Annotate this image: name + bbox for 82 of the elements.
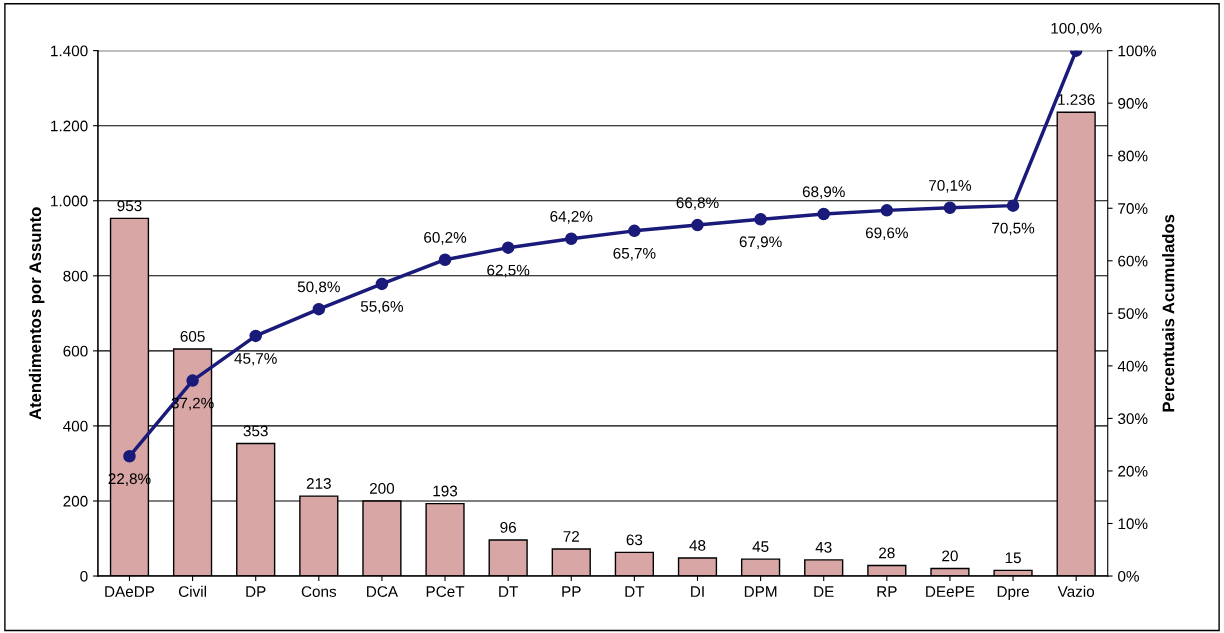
y2-tick-label: 100%	[1118, 45, 1156, 57]
y2-tick-label: 80%	[1118, 150, 1148, 162]
x-tick-label: DP	[246, 586, 266, 597]
data-label: 1.236	[1058, 94, 1095, 105]
data-label: 72	[563, 531, 579, 542]
data-label: 66,8%	[676, 197, 719, 210]
data-label: 60,2%	[424, 232, 467, 245]
y-tick-label: 800	[63, 270, 88, 282]
data-label: 15	[1005, 552, 1021, 564]
x-tick-label: RP	[877, 586, 897, 597]
y-axis-title: Atendimentos por Assunto	[28, 207, 45, 420]
x-tick-label: Dpre	[997, 586, 1029, 600]
y-tick-label: 400	[63, 420, 88, 432]
y2-axis-title: Percentuais Acumulados	[1162, 214, 1175, 412]
point	[375, 277, 389, 291]
data-label: 605	[180, 330, 205, 342]
y2-tick-label: 0%	[1118, 570, 1139, 582]
point	[1006, 199, 1020, 212]
data-label: 45	[752, 541, 769, 552]
data-label: 353	[243, 425, 268, 437]
x-tick-label: Cons	[301, 586, 337, 597]
point	[880, 204, 894, 217]
point	[312, 302, 326, 316]
y-tick-label: 600	[63, 345, 88, 357]
data-label: 193	[433, 485, 458, 497]
point	[123, 449, 136, 463]
point	[186, 374, 199, 387]
y2-tick-label: 90%	[1118, 98, 1148, 109]
data-label: 213	[306, 478, 331, 489]
y2-tick-label: 20%	[1118, 465, 1148, 477]
data-label: 28	[879, 547, 895, 559]
x-tick-label: PP	[562, 586, 581, 597]
y2-tick-label: 60%	[1118, 255, 1148, 267]
data-label: 70,1%	[929, 180, 972, 193]
x-tick-label: DE	[814, 586, 834, 597]
x-tick-label: DEePE	[926, 586, 975, 597]
point	[565, 232, 578, 245]
y-tick-label: 0	[80, 570, 88, 582]
x-tick-label: Civil	[178, 585, 206, 597]
data-label: 63	[626, 534, 643, 546]
point	[691, 218, 704, 232]
data-label: 48	[689, 540, 706, 551]
x-tick-label: DPM	[744, 586, 777, 597]
x-tick-label: DCA	[367, 586, 399, 597]
data-label: 96	[500, 522, 516, 533]
point	[817, 207, 830, 221]
y-tick-label: 1.200	[51, 120, 88, 132]
x-tick-label: DI	[691, 586, 704, 597]
data-label: 70,5%	[992, 222, 1035, 236]
point	[438, 253, 452, 266]
point	[628, 224, 641, 238]
point	[754, 213, 767, 226]
data-label: 68,9%	[802, 186, 845, 199]
data-label: 20	[942, 550, 958, 562]
data-label: 43	[815, 541, 832, 553]
point	[249, 329, 262, 343]
data-label: 55,6%	[360, 300, 404, 314]
data-label: 200	[369, 482, 395, 494]
data-label: 69,6%	[865, 227, 908, 241]
y-tick-label: 200	[63, 495, 88, 507]
x-tick-label: DT	[625, 586, 645, 597]
y2-tick-label: 50%	[1118, 308, 1148, 320]
x-tick-label: Vazio	[1057, 585, 1095, 597]
data-label: 62,5%	[487, 264, 530, 278]
y-tick-label: 1.400	[51, 45, 88, 57]
y2-tick-label: 10%	[1118, 518, 1148, 530]
y2-tick-label: 70%	[1118, 203, 1148, 214]
y2-tick-label: 40%	[1117, 360, 1148, 372]
point	[943, 201, 957, 214]
data-label: 50,8%	[297, 281, 340, 295]
x-tick-label: DT	[499, 586, 518, 597]
x-tick-label: PCeT	[426, 586, 465, 597]
data-label: 45,7%	[234, 353, 277, 366]
data-label: 65,7%	[613, 247, 656, 261]
x-tick-label: DAeDP	[105, 586, 155, 597]
point	[501, 241, 515, 254]
y-tick-label: 1.000	[51, 195, 88, 207]
data-label: 953	[117, 200, 142, 212]
data-label: 67,9%	[739, 236, 782, 249]
y2-tick-label: 30%	[1118, 413, 1148, 425]
data-label: 64,2%	[550, 211, 593, 224]
data-label: 100,0%	[1051, 22, 1102, 36]
